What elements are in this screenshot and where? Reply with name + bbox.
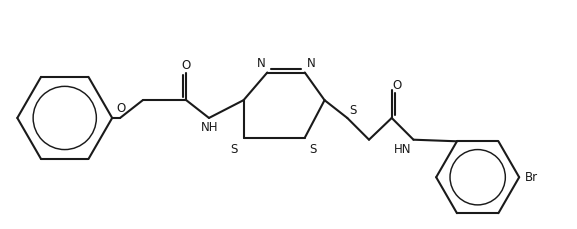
Text: O: O xyxy=(117,102,126,114)
Text: HN: HN xyxy=(394,143,411,156)
Text: Br: Br xyxy=(525,171,538,184)
Text: NH: NH xyxy=(201,121,219,134)
Text: S: S xyxy=(230,143,237,156)
Text: N: N xyxy=(307,57,316,70)
Text: O: O xyxy=(392,79,401,92)
Text: N: N xyxy=(257,57,265,70)
Text: S: S xyxy=(349,104,357,117)
Text: S: S xyxy=(310,143,317,156)
Text: O: O xyxy=(182,59,191,72)
